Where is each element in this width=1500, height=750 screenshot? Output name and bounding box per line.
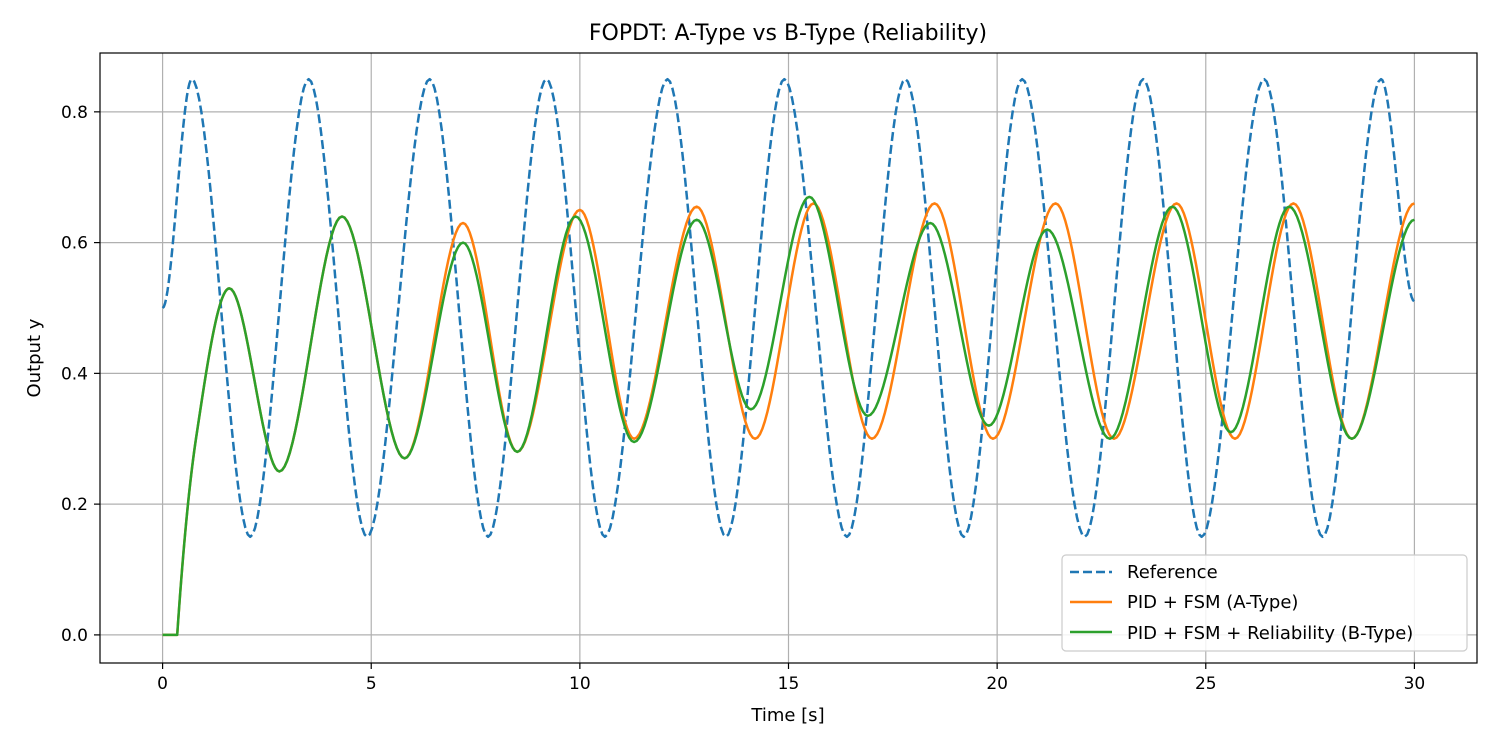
legend-label-a-type: PID + FSM (A-Type)	[1127, 592, 1298, 613]
legend-label-b-type: PID + FSM + Reliability (B-Type)	[1127, 623, 1413, 644]
y-tick-label: 0.0	[61, 626, 88, 646]
y-tick-label: 0.8	[61, 103, 88, 123]
series-lines	[161, 77, 1416, 637]
x-tick-label: 20	[986, 674, 1008, 694]
x-tick-label: 0	[157, 674, 168, 694]
x-axis-label: Time [s]	[750, 705, 824, 726]
y-tick-label: 0.4	[61, 364, 88, 384]
y-tick-label: 0.6	[61, 234, 88, 254]
legend-label-reference: Reference	[1127, 562, 1218, 583]
x-tick-label: 25	[1195, 674, 1217, 694]
legend-box	[1061, 554, 1468, 652]
x-tick-label: 15	[778, 674, 800, 694]
x-tick-label: 10	[569, 674, 591, 694]
axis-ticks: 0 5 10 15 20 25 30 0.0 0.2 0.4 0.6 0.8	[61, 103, 1425, 694]
legend: Reference PID + FSM (A-Type) PID + FSM +…	[1061, 554, 1468, 652]
chart-title: FOPDT: A-Type vs B-Type (Reliability)	[589, 21, 987, 46]
x-tick-label: 30	[1404, 674, 1426, 694]
y-tick-label: 0.2	[61, 495, 88, 515]
x-tick-label: 5	[366, 674, 377, 694]
series-line-b-type	[162, 195, 1415, 637]
y-axis-label: Output y	[24, 318, 45, 397]
